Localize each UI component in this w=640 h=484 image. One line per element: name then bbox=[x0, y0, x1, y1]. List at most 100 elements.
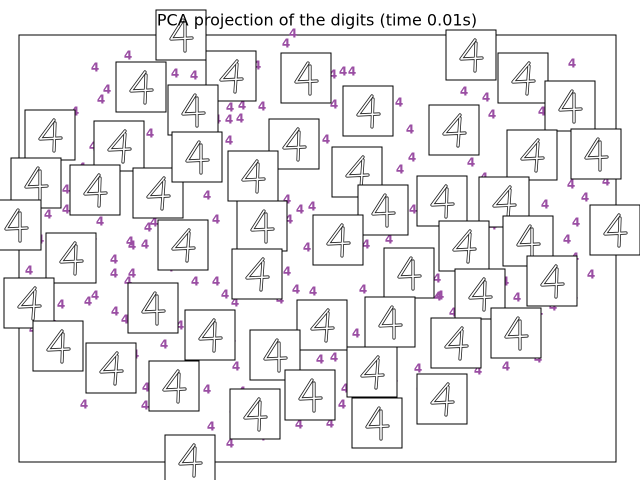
digit-glyph-inner bbox=[346, 156, 369, 189]
digit-label: 4 bbox=[572, 216, 580, 230]
digit-label: 4 bbox=[488, 108, 496, 122]
digit-label: 4 bbox=[89, 140, 97, 154]
digit-thumbnail bbox=[589, 204, 640, 256]
thumbnail-box bbox=[231, 248, 283, 300]
digit-glyph-inner bbox=[505, 317, 528, 350]
thumbnail-box bbox=[184, 309, 236, 361]
digit-glyph-inner bbox=[142, 292, 165, 325]
thumbnail-box bbox=[428, 104, 480, 156]
digit-thumbnail bbox=[526, 255, 578, 307]
digit-label: 4 bbox=[111, 305, 119, 319]
digit-label: 4 bbox=[502, 360, 510, 374]
digit-glyph-inner bbox=[179, 444, 202, 477]
digit-glyph-inner bbox=[199, 319, 222, 352]
digit-thumbnail bbox=[3, 277, 55, 329]
digit-glyph-inner bbox=[357, 95, 380, 128]
digit-glyph-inner bbox=[18, 287, 41, 320]
digit-glyph-inner bbox=[60, 242, 83, 275]
digit-thumbnail bbox=[438, 220, 490, 272]
digit-glyph-inner bbox=[84, 174, 107, 207]
digit-glyph-inner bbox=[25, 167, 48, 200]
digit-thumbnail bbox=[127, 282, 179, 334]
thumbnail-box bbox=[506, 129, 558, 181]
digit-label: 4 bbox=[62, 203, 70, 217]
digit-label: 4 bbox=[338, 398, 346, 412]
digit-thumbnail bbox=[231, 248, 283, 300]
digit-label: 4 bbox=[348, 65, 356, 79]
thumbnail-box bbox=[45, 232, 97, 284]
digit-glyph-inner bbox=[186, 141, 209, 174]
digit-glyph-inner bbox=[264, 339, 287, 372]
digit-label: 4 bbox=[207, 420, 215, 434]
digit-glyph-inner bbox=[108, 130, 131, 163]
digit-label: 4 bbox=[203, 189, 211, 203]
digit-glyph-inner bbox=[311, 309, 334, 342]
digit-label: 4 bbox=[292, 283, 300, 297]
digit-label: 4 bbox=[283, 193, 291, 207]
digit-glyph-inner bbox=[521, 139, 544, 172]
digit-label: 4 bbox=[231, 296, 239, 310]
digit-label: 4 bbox=[150, 216, 158, 230]
digit-glyph-inner bbox=[251, 210, 274, 243]
thumbnail-box bbox=[229, 388, 281, 440]
digit-label: 4 bbox=[563, 233, 571, 247]
thumbnail-box bbox=[497, 52, 549, 104]
digit-thumbnail bbox=[45, 232, 97, 284]
digit-thumbnail bbox=[383, 247, 435, 299]
digit-label: 4 bbox=[176, 319, 184, 333]
digit-label: 4 bbox=[258, 100, 266, 114]
digit-thumbnail bbox=[268, 118, 320, 170]
digit-label: 4 bbox=[226, 437, 234, 451]
thumbnail-box bbox=[490, 307, 542, 359]
digit-thumbnail bbox=[428, 104, 480, 156]
digit-thumbnail bbox=[24, 109, 76, 161]
digit-thumbnail bbox=[184, 309, 236, 361]
thumbnail-box bbox=[526, 255, 578, 307]
digit-thumbnail bbox=[284, 369, 336, 421]
digit-label: 4 bbox=[587, 268, 595, 282]
digit-thumbnail bbox=[296, 299, 348, 351]
thumbnail-box bbox=[342, 85, 394, 137]
thumbnail-box bbox=[171, 131, 223, 183]
digit-label: 4 bbox=[295, 418, 303, 432]
thumbnail-box bbox=[570, 128, 622, 180]
digit-thumbnail bbox=[506, 129, 558, 181]
digit-label: 4 bbox=[409, 203, 417, 217]
digit-glyph-inner bbox=[361, 356, 384, 389]
digit-thumbnail bbox=[416, 373, 468, 425]
digit-label: 4 bbox=[467, 156, 475, 170]
digit-glyph-inner bbox=[512, 62, 535, 95]
thumbnail-box bbox=[24, 109, 76, 161]
digit-label: 4 bbox=[97, 93, 105, 107]
digit-thumbnail bbox=[416, 175, 468, 227]
digit-glyph-inner bbox=[299, 379, 322, 412]
thumbnail-box bbox=[438, 220, 490, 272]
digit-label: 4 bbox=[91, 289, 99, 303]
thumbnail-box bbox=[544, 80, 596, 132]
digit-label: 4 bbox=[62, 183, 70, 197]
thumbnail-box bbox=[280, 52, 332, 104]
thumbnail-box bbox=[589, 204, 640, 256]
digit-glyph-inner bbox=[453, 230, 476, 263]
digit-label: 4 bbox=[329, 68, 337, 82]
digit-label: 4 bbox=[191, 275, 199, 289]
digit-thumbnail bbox=[430, 317, 482, 369]
digit-glyph-inner bbox=[469, 278, 492, 311]
digit-label: 4 bbox=[171, 67, 179, 81]
digit-thumbnail bbox=[544, 80, 596, 132]
digit-label: 4 bbox=[474, 364, 482, 378]
digit-glyph-inner bbox=[246, 258, 269, 291]
digit-glyph-inner bbox=[379, 306, 402, 339]
thumbnail-box bbox=[430, 317, 482, 369]
digit-glyph-inner bbox=[431, 383, 454, 416]
digit-label: 4 bbox=[57, 298, 65, 312]
digit-label: 4 bbox=[460, 85, 468, 99]
digit-thumbnail bbox=[236, 200, 288, 252]
digit-label: 4 bbox=[434, 290, 442, 304]
digit-thumbnail bbox=[157, 219, 209, 271]
digit-label: 4 bbox=[283, 265, 291, 279]
digit-glyph-inner bbox=[443, 114, 466, 147]
digit-label: 4 bbox=[80, 398, 88, 412]
digit-thumbnail bbox=[32, 320, 84, 372]
digit-label: 4 bbox=[128, 267, 136, 281]
